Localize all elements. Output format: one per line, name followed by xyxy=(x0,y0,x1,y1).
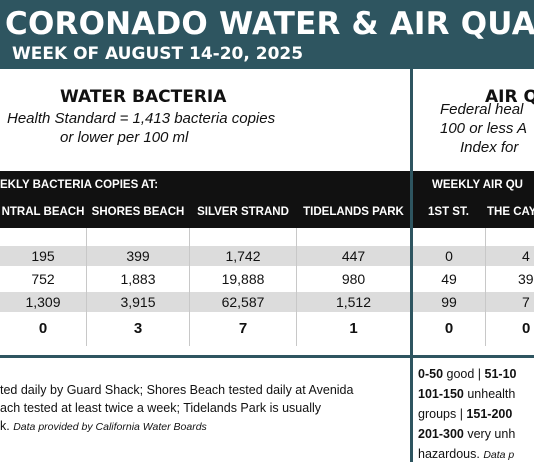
table-cell: 99 xyxy=(441,294,457,310)
water-data-source: Data provided by California Water Boards xyxy=(13,421,207,433)
aqi-scale-line4: 201-300 very unh xyxy=(418,424,515,444)
water-footnote-line2: ach tested at least twice a week; Tidela… xyxy=(0,401,321,415)
aqi-range: 51-10 xyxy=(484,367,517,381)
table-cell: 0 xyxy=(444,320,454,337)
water-footnote-text: k. xyxy=(0,419,10,433)
col-1st-st: 1ST ST. xyxy=(428,206,469,218)
aqi-range: 0-50 xyxy=(418,367,444,381)
col-shores-beach: SHORES BEACH xyxy=(91,206,185,218)
table-row: 0 4 xyxy=(413,246,534,266)
water-standard-line2: or lower per 100 ml xyxy=(60,129,189,146)
table-cell: 62,587 xyxy=(221,294,265,310)
table-cell: 0 xyxy=(522,320,531,337)
table-row-total: 0 3 7 1 xyxy=(0,318,410,338)
col-silver-strand: SILVER STRAND xyxy=(197,206,289,218)
table-cell: 1,512 xyxy=(335,294,372,310)
table-cell: 39 xyxy=(518,271,534,287)
report-title: CORONADO WATER & AIR QUALITY R xyxy=(5,6,534,42)
aqi-label: unhealth xyxy=(463,387,516,401)
table-cell: 49 xyxy=(441,271,457,287)
air-bar-label: WEEKLY AIR QU xyxy=(432,179,523,191)
col-tidelands-park: TIDELANDS PARK xyxy=(303,206,404,218)
table-cell: 447 xyxy=(341,248,366,264)
table-row: 195 399 1,742 447 xyxy=(0,246,410,266)
table-cell: 4 xyxy=(522,248,530,264)
table-cell: 195 xyxy=(31,248,55,264)
air-standard-line2: 100 or less A xyxy=(440,120,527,137)
aqi-label: hazardous. xyxy=(418,447,484,461)
table-cell: 19,888 xyxy=(221,271,265,287)
column-divider xyxy=(189,228,190,346)
table-bottom-rule xyxy=(0,355,534,358)
table-cell: 3,915 xyxy=(120,294,156,310)
air-table-header: WEEKLY AIR QU 1ST ST. THE CAY xyxy=(413,171,534,228)
table-cell: 1,309 xyxy=(25,294,61,310)
air-standard-line3: Index for xyxy=(460,139,519,156)
aqi-scale-line2: 101-150 unhealth xyxy=(418,384,515,404)
table-cell: 1,742 xyxy=(225,248,261,264)
aqi-range: 201-300 xyxy=(418,427,464,441)
table-cell: 399 xyxy=(126,248,150,264)
water-section-title: WATER BACTERIA xyxy=(60,87,227,107)
water-bar-label: EKLY BACTERIA COPIES AT: xyxy=(0,179,159,191)
aqi-range: 151-200 xyxy=(466,407,513,421)
column-divider xyxy=(296,228,297,346)
aqi-scale-line1: 0-50 good | 51-10 xyxy=(418,364,517,384)
table-row-total: 0 0 xyxy=(413,318,534,338)
table-row: 752 1,883 19,888 980 xyxy=(0,269,410,289)
table-row: 99 7 xyxy=(413,292,534,312)
column-divider xyxy=(485,228,486,346)
aqi-scale-line5: hazardous. Data p xyxy=(418,444,514,462)
col-central-beach: NTRAL BEACH xyxy=(1,206,85,218)
aqi-scale-line3: groups | 151-200 xyxy=(418,404,512,424)
table-cell: 0 xyxy=(445,248,453,264)
aqi-label: very unh xyxy=(463,427,516,441)
air-quality-header: AIR Q Federal heal 100 or less A Index f… xyxy=(413,69,534,171)
column-divider xyxy=(86,228,87,346)
aqi-range: 101-150 xyxy=(418,387,464,401)
water-footnote-line1: ted daily by Guard Shack; Shores Beach t… xyxy=(0,383,354,397)
table-cell: 752 xyxy=(31,271,55,287)
water-bacteria-header: WATER BACTERIA Health Standard = 1,413 b… xyxy=(0,69,410,171)
air-standard-line1: Federal heal xyxy=(440,101,524,118)
table-cell: 1 xyxy=(349,320,358,337)
col-the-cay: THE CAY xyxy=(487,206,534,218)
title-banner: CORONADO WATER & AIR QUALITY R WEEK OF A… xyxy=(0,0,534,69)
water-standard-line1: Health Standard = 1,413 bacteria copies xyxy=(7,110,276,127)
section-divider xyxy=(410,69,413,462)
aqi-label: groups | xyxy=(418,407,467,421)
table-cell: 7 xyxy=(522,294,530,310)
report-week: WEEK OF AUGUST 14-20, 2025 xyxy=(12,44,304,64)
table-row: 49 39 xyxy=(413,269,534,289)
table-cell: 3 xyxy=(133,320,143,337)
table-cell: 0 xyxy=(38,320,48,337)
air-data-source: Data p xyxy=(483,449,515,461)
air-section-title: AIR Q xyxy=(485,87,534,107)
water-table-header: EKLY BACTERIA COPIES AT: NTRAL BEACH SHO… xyxy=(0,171,410,228)
table-row: 1,309 3,915 62,587 1,512 xyxy=(0,292,410,312)
aqi-label: good | xyxy=(443,367,485,381)
table-cell: 980 xyxy=(341,271,366,287)
table-cell: 1,883 xyxy=(120,271,156,287)
water-footnote-line3: k. Data provided by California Water Boa… xyxy=(0,417,207,436)
table-cell: 7 xyxy=(238,320,248,337)
